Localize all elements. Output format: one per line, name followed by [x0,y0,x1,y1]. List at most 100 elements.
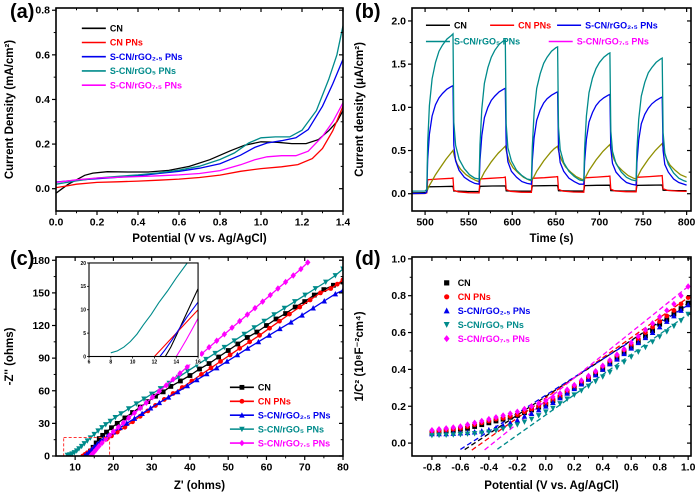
svg-text:S-CN/rGO₇.₅ PNs: S-CN/rGO₇.₅ PNs [258,438,330,448]
panel-b-label: (b) [355,1,381,23]
svg-text:30: 30 [146,462,158,474]
svg-text:CN: CN [110,24,123,34]
svg-text:0.0: 0.0 [35,183,50,195]
svg-text:1/C² (10⁸F⁻²cm⁴): 1/C² (10⁸F⁻²cm⁴) [354,311,366,401]
svg-text:80: 80 [337,462,349,474]
chart-c: 10 20 30 40 50 60 70 80 0 30 60 90 120 150 180 Z' (ohms… [0,247,350,494]
svg-text:50: 50 [222,462,234,474]
svg-text:5: 5 [83,331,86,337]
svg-text:CN PNs: CN PNs [518,20,551,30]
svg-text:600: 600 [504,217,522,229]
svg-text:Current Density (mA/cm²): Current Density (mA/cm²) [4,40,16,179]
svg-text:CN PNs: CN PNs [458,292,491,302]
svg-text:S-CN/rGO₅ PNs: S-CN/rGO₅ PNs [110,66,176,76]
svg-text:S-CN/rGO₇.₅ PNs: S-CN/rGO₇.₅ PNs [577,37,649,47]
svg-text:0.4: 0.4 [595,462,610,474]
panel-b: (b) 500 550 600 650 700 750 800 0.0 0.5 1.0 1.5 2.0… [350,0,700,247]
svg-text:750: 750 [634,217,652,229]
svg-text:S-CN/rGO₂.₅ PNs: S-CN/rGO₂.₅ PNs [458,306,531,316]
svg-text:30: 30 [38,418,50,430]
svg-text:1.5: 1.5 [391,59,406,71]
svg-text:-0.6: -0.6 [451,462,469,474]
svg-text:1.0: 1.0 [254,217,269,229]
svg-text:0.6: 0.6 [391,327,406,339]
svg-text:0.6: 0.6 [172,217,187,229]
svg-text:CN: CN [458,278,471,288]
svg-text:90: 90 [38,353,50,365]
svg-text:550: 550 [460,217,478,229]
svg-text:0: 0 [83,354,86,360]
svg-text:10: 10 [69,462,81,474]
svg-text:1.0: 1.0 [391,102,406,114]
chart-d: -0.8 -0.6 -0.4 -0.2 0.0 0.2 0.4 0.6 0.8 1.0 0.0 0.2… [350,247,700,494]
svg-text:Time (s): Time (s) [530,233,574,245]
svg-text:800: 800 [678,217,696,229]
svg-text:0.2: 0.2 [567,462,582,474]
svg-text:S-CN/rGO₂.₅ PNs: S-CN/rGO₂.₅ PNs [585,20,658,30]
svg-text:60: 60 [261,462,273,474]
svg-text:0.6: 0.6 [624,462,639,474]
svg-text:0.0: 0.0 [391,188,406,200]
svg-text:-0.4: -0.4 [480,462,498,474]
svg-text:Current density (μA/cm²): Current density (μA/cm²) [354,42,366,177]
svg-text:16: 16 [195,360,201,366]
svg-text:15: 15 [80,284,86,290]
svg-text:S-CN/rGO₇.₅ PNs: S-CN/rGO₇.₅ PNs [458,334,530,344]
svg-text:0.2: 0.2 [90,217,105,229]
svg-text:0.6: 0.6 [35,49,50,61]
panel-a: (a) 0.0 0.2 0.4 0.6 0.8 1.0 1.2 1.4 0.0 0.2 0.4 0.6… [0,0,350,247]
svg-text:0.4: 0.4 [131,217,146,229]
svg-text:70: 70 [299,462,311,474]
svg-text:-0.2: -0.2 [508,462,526,474]
svg-text:0.4: 0.4 [35,94,50,106]
svg-text:0.2: 0.2 [35,139,50,151]
svg-text:650: 650 [547,217,565,229]
chart-a: 0.0 0.2 0.4 0.6 0.8 1.0 1.2 1.4 0.0 0.2 0.4 0.6 0.8 P… [0,0,350,247]
svg-text:0.0: 0.0 [391,438,406,450]
svg-text:10: 10 [130,360,136,366]
panel-d-label: (d) [355,248,381,270]
svg-text:1.4: 1.4 [336,217,350,229]
svg-text:40: 40 [184,462,196,474]
svg-text:-0.8: -0.8 [423,462,441,474]
svg-text:S-CN/rGO₇.₅ PNs: S-CN/rGO₇.₅ PNs [110,80,182,90]
svg-text:20: 20 [80,261,86,267]
svg-text:CN: CN [454,20,467,30]
svg-text:Potential (V vs. Ag/AgCl): Potential (V vs. Ag/AgCl) [484,480,619,492]
svg-text:0.0: 0.0 [539,462,554,474]
svg-text:0: 0 [44,451,50,463]
svg-text:12: 12 [152,360,158,366]
svg-text:14: 14 [173,360,179,366]
svg-text:0.8: 0.8 [652,462,667,474]
svg-text:S-CN/rGO₂.₅ PNs: S-CN/rGO₂.₅ PNs [258,410,331,420]
svg-text:150: 150 [32,287,50,299]
svg-text:0.4: 0.4 [391,364,406,376]
panel-a-label: (a) [10,1,35,23]
svg-text:500: 500 [416,217,434,229]
svg-text:S-CN/rGO₂.₅ PNs: S-CN/rGO₂.₅ PNs [110,52,183,62]
svg-text:10: 10 [80,308,86,314]
svg-text:0.8: 0.8 [213,217,228,229]
svg-text:Z' (ohms): Z' (ohms) [174,480,225,492]
svg-text:6: 6 [88,360,91,366]
svg-text:180: 180 [32,255,50,267]
svg-text:S-CN/rGO₅ PNs: S-CN/rGO₅ PNs [258,424,324,434]
svg-text:1.0: 1.0 [681,462,696,474]
panel-c: (c) 10 20 30 40 50 60 70 80 0 30 60 90 120 150 180 Z' (… [0,247,350,494]
svg-text:S-CN/rGO₅ PNs: S-CN/rGO₅ PNs [454,37,520,47]
svg-text:CN PNs: CN PNs [110,38,143,48]
svg-text:0.0: 0.0 [49,217,64,229]
svg-text:0.8: 0.8 [391,290,406,302]
svg-text:CN: CN [258,383,271,393]
svg-text:0.2: 0.2 [391,401,406,413]
svg-text:2.0: 2.0 [391,15,406,27]
svg-text:S-CN/rGO₅ PNs: S-CN/rGO₅ PNs [458,320,524,330]
svg-text:0.8: 0.8 [35,5,50,17]
svg-text:1.0: 1.0 [391,253,406,265]
chart-b: 500 550 600 650 700 750 800 0.0 0.5 1.0 1.5 2.0 Time… [350,0,700,247]
svg-text:8: 8 [109,360,112,366]
svg-text:-Z'' (ohms): -Z'' (ohms) [4,327,16,385]
svg-text:20: 20 [108,462,120,474]
svg-text:Potential (V vs. Ag/AgCl): Potential (V vs. Ag/AgCl) [132,233,267,245]
